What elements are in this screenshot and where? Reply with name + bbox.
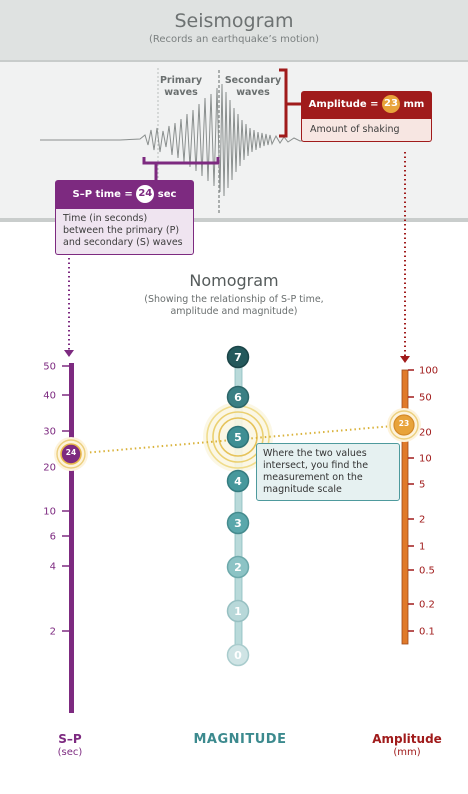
magnitude-label: 1	[234, 605, 242, 618]
amplitude-axis-label: Amplitude	[372, 732, 442, 746]
amplitude-tick-label: 0.5	[419, 566, 435, 577]
sp-axis	[69, 363, 74, 713]
primary-waves-line1: Primary	[159, 75, 203, 86]
sp-time-value: 24	[136, 185, 155, 203]
magnitude-label: 3	[234, 517, 242, 530]
magnitude-marker	[226, 599, 250, 623]
secondary-waves-line2: waves	[236, 87, 270, 98]
secondary-waves-line1: Secondary	[224, 75, 282, 86]
amplitude-tick-label: 10	[419, 454, 432, 465]
sp-axis-unit: (sec)	[57, 747, 83, 758]
sp-value-marker	[54, 437, 88, 471]
magnitude-label: 0	[234, 649, 242, 662]
amplitude-tick-label: 1	[419, 542, 425, 553]
amplitude-tick-label: 0.1	[419, 627, 435, 638]
amplitude-unit: mm	[403, 99, 425, 110]
amplitude-value-marker	[387, 408, 421, 442]
callout-line4: magnitude scale	[263, 484, 342, 495]
magnitude-label: 7	[234, 351, 242, 364]
sp-tick-label: 50	[43, 362, 56, 373]
amplitude-tick-label: 100	[419, 366, 438, 377]
magnitude-axis-label: MAGNITUDE	[193, 732, 287, 747]
amplitude-tick-label: 5	[419, 480, 425, 491]
primary-waves-line2: waves	[164, 87, 198, 98]
nomogram-subtitle: (Showing the relationship of S-P time, a…	[0, 294, 468, 318]
magnitude-marker	[226, 643, 250, 667]
sp-time-label: S–P time =	[72, 189, 133, 200]
secondary-waves-label: Secondary waves	[222, 75, 284, 99]
magnitude-marker	[226, 469, 250, 493]
sp-tick-label: 2	[50, 627, 56, 638]
sp-time-unit: sec	[157, 189, 177, 200]
magnitude-marker	[226, 385, 250, 409]
nomogram-subtitle-line2: amplitude and magnitude)	[170, 306, 298, 317]
waveform-trace	[40, 83, 321, 197]
amplitude-tick-label: 20	[419, 428, 432, 439]
amplitude-tick-label: 2	[419, 515, 425, 526]
sp-time-description: Time (in seconds) between the primary (P…	[55, 209, 194, 255]
sp-desc-line1: Time (in seconds)	[63, 213, 148, 224]
sp-tick-label: 40	[43, 391, 56, 402]
magnitude-marker	[226, 511, 250, 535]
sp-value-text: 24	[65, 448, 77, 457]
magnitude-label: 4	[234, 475, 242, 488]
sp-axis-label: S–P	[58, 732, 82, 746]
seismogram-subtitle: (Records an earthquake’s motion)	[148, 34, 320, 45]
callout-line2: intersect, you find the	[263, 460, 369, 471]
sp-desc-line3: and secondary (S) waves	[63, 237, 183, 248]
amplitude-tick-label: 50	[419, 393, 432, 404]
sp-tick-label: 20	[43, 463, 56, 474]
sp-tick-label: 6	[50, 532, 56, 543]
amplitude-value: 23	[382, 95, 401, 113]
callout-line3: measurement on the	[263, 472, 363, 483]
amplitude-tick-label: 0.2	[419, 600, 435, 611]
sp-time-box: S–P time = 24 sec Time (in seconds) betw…	[55, 180, 194, 255]
magnitude-marker	[226, 555, 250, 579]
sp-bracket	[142, 157, 220, 165]
sp-tick-label: 4	[50, 562, 56, 573]
magnitude-label: 2	[234, 561, 242, 574]
nomogram-title: Nomogram	[189, 271, 279, 290]
primary-waves-label: Primary waves	[152, 75, 210, 99]
amplitude-axis	[401, 369, 409, 645]
sp-tick-label: 30	[43, 427, 56, 438]
amplitude-description: Amount of shaking	[301, 119, 432, 142]
magnitude-label: 6	[234, 391, 242, 404]
amplitude-label: Amplitude =	[308, 99, 379, 110]
amplitude-axis-unit: (mm)	[393, 747, 421, 758]
amplitude-header: Amplitude = 23 mm	[301, 91, 432, 119]
magnitude-label: 5	[234, 431, 242, 444]
magnitude-marker	[226, 345, 250, 369]
seismogram-title: Seismogram	[174, 10, 294, 32]
nomogram-subtitle-line1: (Showing the relationship of S-P time,	[144, 294, 324, 305]
magnitude-marker	[226, 425, 250, 449]
amplitude-value-text: 23	[398, 419, 410, 428]
callout-line1: Where the two values	[263, 448, 367, 459]
sp-time-header: S–P time = 24 sec	[55, 180, 194, 209]
sp-tick-label: 10	[43, 507, 56, 518]
amplitude-box: Amplitude = 23 mm Amount of shaking	[301, 91, 432, 142]
intersection-callout: Where the two values intersect, you find…	[256, 443, 400, 501]
sp-desc-line2: between the primary (P)	[63, 225, 180, 236]
